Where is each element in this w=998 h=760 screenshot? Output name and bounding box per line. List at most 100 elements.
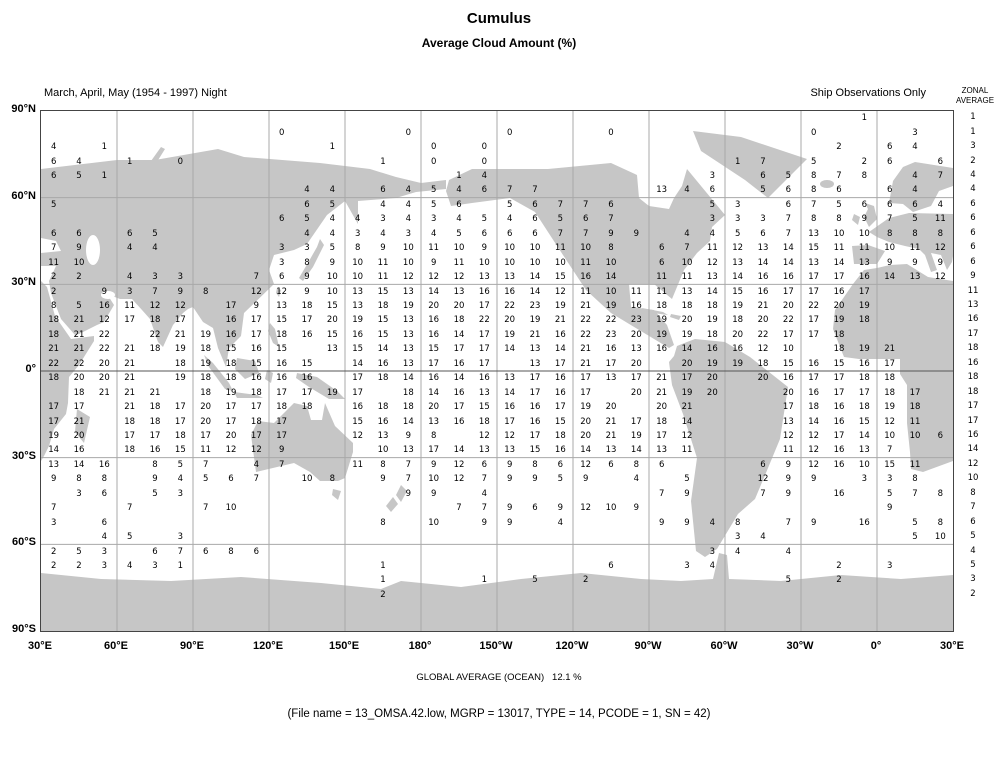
grid-value: 15 bbox=[554, 272, 566, 283]
grid-value: 6 bbox=[101, 488, 108, 499]
grid-value: 7 bbox=[912, 488, 918, 499]
grid-value: 16 bbox=[428, 315, 440, 326]
grid-value: 9 bbox=[430, 459, 437, 470]
grid-value: 21 bbox=[580, 344, 592, 355]
grid-value: 14 bbox=[453, 445, 465, 456]
grid-value: 21 bbox=[580, 301, 592, 311]
grid-value: 3 bbox=[101, 561, 108, 571]
grid-value: 12 bbox=[478, 431, 490, 441]
grid-value: 10 bbox=[782, 344, 794, 355]
grid-value: 14 bbox=[377, 344, 389, 355]
latitude-tick-label: 60°N bbox=[11, 189, 36, 202]
latitude-tick-label: 90°S bbox=[12, 623, 36, 635]
grid-value: 3 bbox=[76, 488, 82, 499]
grid-value: 9 bbox=[506, 459, 513, 470]
grid-value: 19 bbox=[656, 315, 668, 326]
grid-value: 4 bbox=[354, 214, 361, 225]
grid-value: 5 bbox=[912, 532, 918, 543]
grid-value: 6 bbox=[152, 546, 158, 557]
grid-value: 2 bbox=[50, 561, 57, 571]
grid-value: 15 bbox=[732, 286, 744, 297]
grid-value: 21 bbox=[884, 344, 896, 355]
grid-value: 18 bbox=[884, 373, 896, 384]
grid-value: 13 bbox=[706, 272, 718, 283]
grid-value: 13 bbox=[782, 416, 794, 427]
grid-value: 3 bbox=[177, 532, 184, 543]
grid-value: 6 bbox=[912, 199, 918, 210]
grid-value: 9 bbox=[304, 286, 310, 297]
grid-value: 20 bbox=[98, 358, 110, 369]
grid-value: 9 bbox=[810, 517, 817, 528]
grid-value: 9 bbox=[785, 488, 792, 499]
landmass-novaya-zemlya bbox=[151, 147, 165, 165]
grid-value: 14 bbox=[630, 445, 642, 456]
grid-value: 11 bbox=[580, 257, 592, 268]
longitude-tick-label: 30°E bbox=[28, 640, 52, 652]
grid-value: 12 bbox=[757, 344, 769, 355]
grid-value: 8 bbox=[861, 171, 868, 181]
grid-value: 1 bbox=[380, 156, 386, 167]
grid-value: 1 bbox=[101, 171, 108, 181]
grid-value: 6 bbox=[658, 459, 665, 470]
grid-value: 16 bbox=[453, 387, 465, 398]
grid-value: 12 bbox=[580, 503, 592, 514]
grid-value: 18 bbox=[276, 402, 288, 413]
grid-value: 6 bbox=[886, 185, 893, 196]
grid-value: 20 bbox=[580, 416, 592, 427]
grid-value: 10 bbox=[504, 243, 516, 254]
grid-value: 12 bbox=[808, 459, 820, 470]
grid-value: 9 bbox=[684, 488, 690, 499]
grid-value: 15 bbox=[833, 358, 845, 369]
grid-value: 3 bbox=[177, 488, 184, 499]
grid-value: 16 bbox=[98, 301, 110, 311]
grid-value: 2 bbox=[836, 575, 842, 586]
grid-value: 6 bbox=[582, 214, 589, 225]
grid-value: 22 bbox=[757, 329, 769, 340]
zonal-average-value: 4 bbox=[970, 545, 976, 556]
inland-seas bbox=[86, 235, 115, 299]
landmass-java bbox=[234, 392, 263, 398]
grid-value: 13 bbox=[48, 459, 60, 470]
grid-value: 3 bbox=[709, 546, 716, 557]
zonal-average-value: 18 bbox=[967, 372, 979, 383]
grid-value: 17 bbox=[554, 358, 566, 369]
grid-value: 10 bbox=[377, 445, 389, 456]
grid-value: 17 bbox=[174, 402, 186, 413]
grid-value: 14 bbox=[808, 416, 820, 427]
landmass-eurasia bbox=[41, 149, 446, 367]
grid-value: 5 bbox=[760, 185, 766, 196]
grid-value: 6 bbox=[202, 546, 209, 557]
grid-value: 15 bbox=[529, 445, 541, 456]
grid-value: 0 bbox=[177, 156, 184, 167]
grid-value: 18 bbox=[833, 329, 845, 340]
grid-value: 6 bbox=[557, 459, 564, 470]
landmass-north-america bbox=[446, 163, 725, 348]
grid-value: 7 bbox=[760, 488, 766, 499]
grid-value: 7 bbox=[658, 488, 665, 499]
grid-value: 4 bbox=[126, 272, 133, 283]
grid-value: 17 bbox=[808, 315, 820, 326]
grid-value: 11 bbox=[200, 445, 212, 456]
grid-value: 20 bbox=[757, 315, 769, 326]
grid-value: 8 bbox=[836, 214, 842, 225]
grid-value: 21 bbox=[124, 373, 136, 384]
grid-value: 21 bbox=[124, 402, 136, 413]
grid-value: 8 bbox=[380, 517, 386, 528]
grid-value: 4 bbox=[684, 228, 690, 239]
grid-value: 3 bbox=[304, 243, 310, 254]
longitude-tick-label: 180° bbox=[408, 640, 432, 652]
zonal-average-value: 6 bbox=[970, 213, 976, 224]
grid-value: 20 bbox=[453, 301, 465, 311]
grid-value: 19 bbox=[200, 329, 212, 340]
grid-value: 10 bbox=[402, 257, 414, 268]
grid-value: 19 bbox=[504, 329, 516, 340]
grid-value: 14 bbox=[884, 272, 896, 283]
grid-value: 23 bbox=[529, 301, 541, 311]
grid-value: 22 bbox=[98, 344, 110, 355]
grid-value: 4 bbox=[329, 228, 336, 239]
grid-value: 21 bbox=[605, 416, 617, 427]
grid-value: 15 bbox=[782, 358, 794, 369]
grid-value: 9 bbox=[861, 214, 868, 225]
grid-value: 17 bbox=[529, 431, 541, 441]
grid-value: 5 bbox=[76, 301, 82, 311]
